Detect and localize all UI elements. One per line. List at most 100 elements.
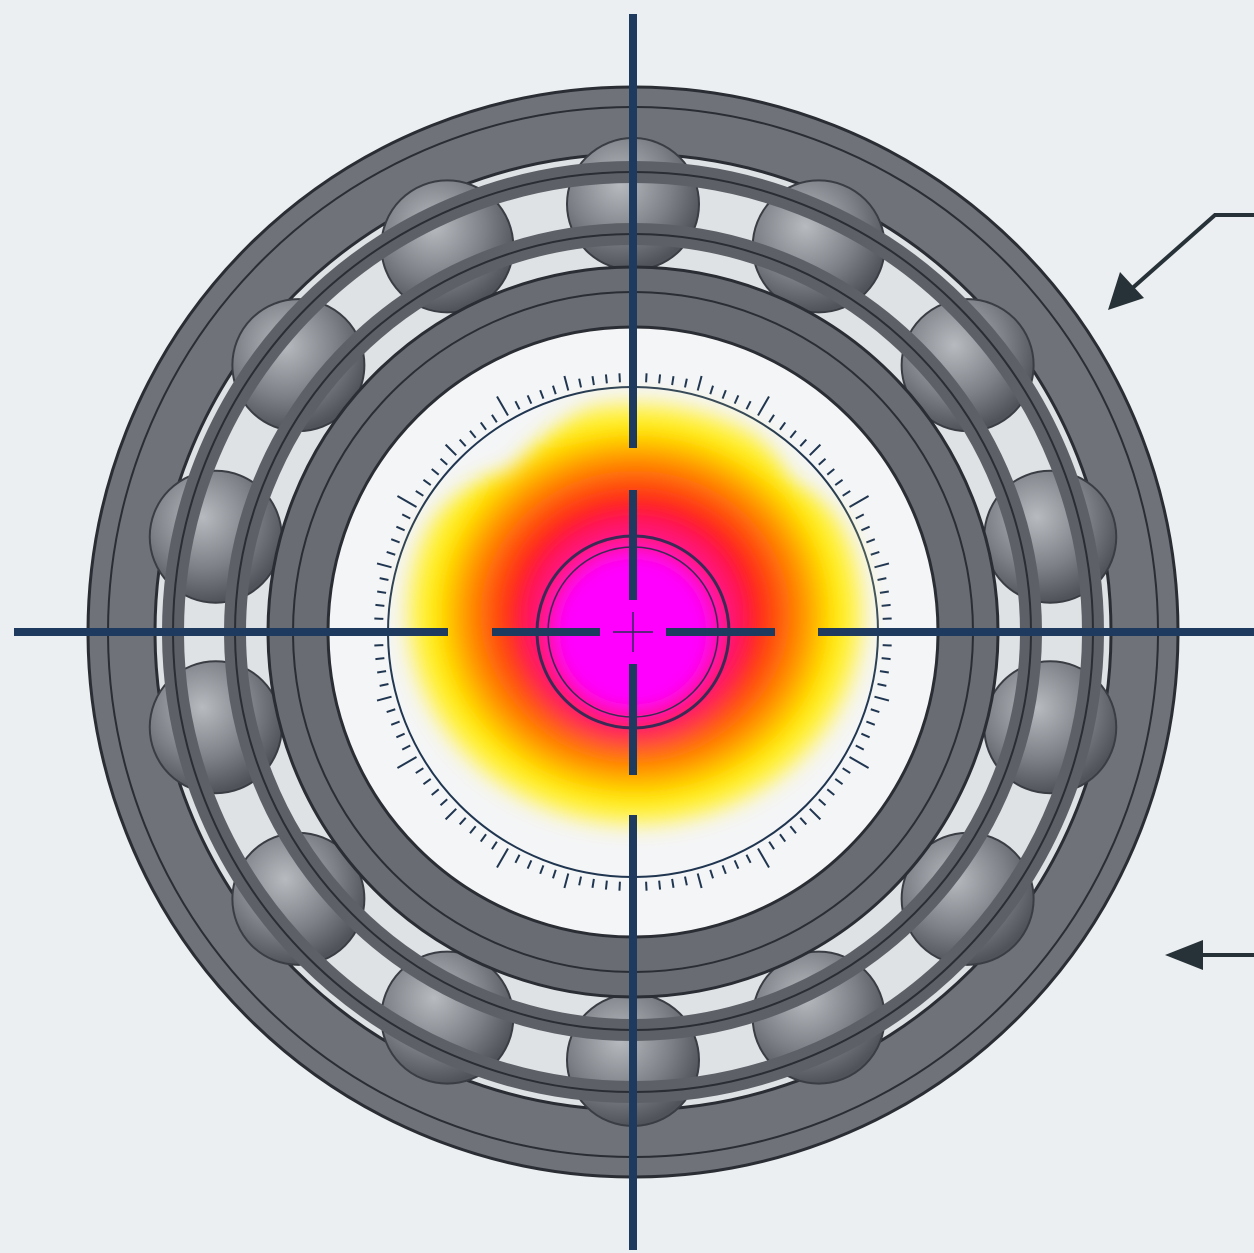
scale-tick [431, 788, 440, 796]
scale-tick [721, 865, 727, 875]
scale-tick [879, 590, 889, 594]
scale-tick [709, 869, 714, 879]
scale-tick [390, 538, 400, 544]
scale-tick [658, 880, 662, 890]
scale-tick [696, 873, 703, 889]
scale-tick [818, 457, 827, 466]
scale-ticks [361, 360, 905, 904]
scale-tick [768, 841, 775, 850]
scale-tick [874, 695, 890, 702]
scale-tick [444, 808, 457, 821]
scale-tick [799, 438, 808, 447]
scale-tick [842, 490, 851, 497]
scale-tick [469, 430, 477, 439]
scale-tick [866, 538, 876, 544]
scale-tick [683, 378, 688, 388]
center-cross [613, 612, 653, 652]
scale-tick [444, 443, 457, 456]
scale-tick [789, 825, 797, 834]
scale-tick [860, 732, 871, 739]
scale-tick [422, 778, 432, 786]
scale-tick [491, 841, 498, 850]
scale-tick [458, 438, 467, 447]
scale-tick [377, 590, 387, 594]
scale-tick [779, 833, 787, 843]
scale-tick [745, 400, 752, 410]
scale-tick [745, 854, 752, 864]
scale-tick [401, 513, 411, 520]
scale-tick [721, 389, 727, 399]
scale-tick [881, 603, 891, 607]
callouts [1108, 213, 1254, 970]
scale-tick [842, 767, 851, 774]
scale-tick [563, 375, 570, 391]
scale-tick [376, 695, 392, 702]
scale-tick [768, 414, 775, 423]
scale-tick [578, 378, 583, 388]
scale-tick [526, 394, 533, 405]
scale-tick [877, 577, 887, 582]
scale-tick [496, 848, 509, 869]
scale-tick [514, 400, 521, 410]
scale-tick [395, 525, 406, 532]
scale-tick [431, 468, 440, 476]
scale-tick [860, 525, 871, 532]
scale-tick [479, 833, 487, 843]
scale-tick [396, 495, 417, 508]
crosshair [14, 14, 1254, 1250]
scale-tick [658, 374, 662, 384]
scale-tick [395, 732, 406, 739]
scale-tick [757, 848, 770, 869]
scale-tick [375, 657, 385, 661]
scale-tick [422, 478, 432, 486]
scale-tick [733, 394, 740, 405]
scale-tick [855, 513, 865, 520]
scale-tick [563, 873, 570, 889]
scale-tick [849, 495, 870, 508]
scale-tick [491, 414, 498, 423]
scale-tick [375, 603, 385, 607]
scale-tick [696, 375, 703, 391]
scale-tick [779, 421, 787, 431]
scale-tick [479, 421, 487, 431]
scale-tick [604, 880, 608, 890]
scale-tick [818, 798, 827, 807]
scale-tick [809, 443, 822, 456]
scale-tick [439, 457, 448, 466]
scale-tick [826, 468, 835, 476]
scale-tick [386, 708, 396, 713]
scale-tick [849, 756, 870, 769]
scale-tick [881, 657, 891, 661]
scale-tick [377, 670, 387, 674]
callout-arrow-top [1108, 272, 1144, 310]
scale-tick [539, 865, 545, 875]
scale-tick [439, 798, 448, 807]
scale-tick [376, 562, 392, 569]
scale-tick [514, 854, 521, 864]
callout-line-top [1126, 213, 1254, 294]
scale-tick [604, 374, 608, 384]
scale-tick [733, 859, 740, 870]
scale-tick [552, 869, 557, 879]
scale-tick [390, 720, 400, 726]
scale-tick [789, 430, 797, 439]
scale-tick [826, 788, 835, 796]
callout-arrow-bottom [1165, 940, 1203, 970]
scale-tick [578, 876, 583, 886]
scale-tick [671, 376, 675, 386]
scale-tick [874, 562, 890, 569]
scale-tick [552, 385, 557, 395]
scale-tick [379, 682, 389, 687]
scale-tick [415, 767, 424, 774]
scale-tick [866, 720, 876, 726]
scale-tick [526, 859, 533, 870]
scale-tick [683, 876, 688, 886]
scale-tick [870, 708, 880, 713]
scale-tick [591, 376, 595, 386]
scale-tick [458, 817, 467, 826]
scale-tick [799, 817, 808, 826]
scale-tick [709, 385, 714, 395]
scale-tick [757, 395, 770, 416]
